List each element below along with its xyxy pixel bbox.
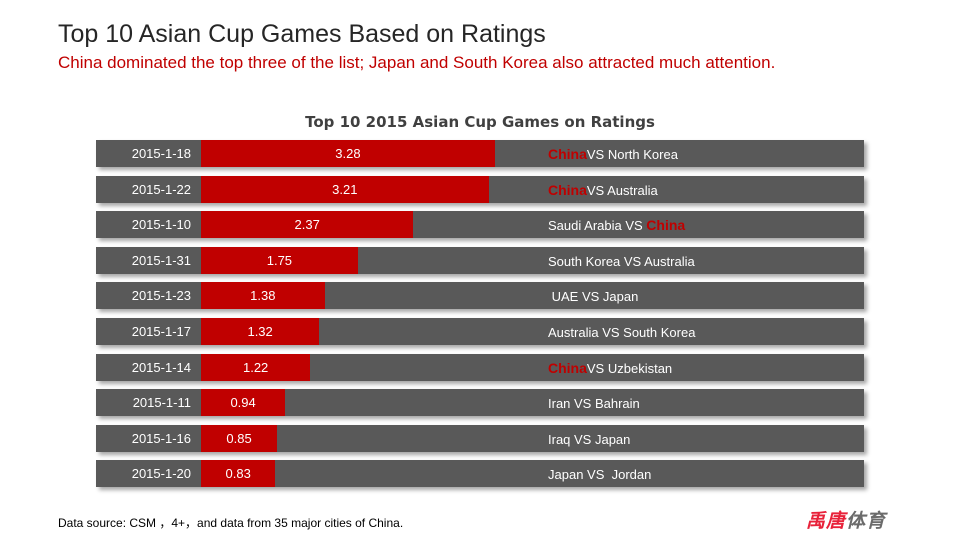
rating-value-label: 3.28 [335,146,361,161]
china-highlight: China [646,217,686,234]
china-highlight: China [548,181,587,198]
rating-value-label: 1.22 [242,359,269,375]
match-label: South Korea VS Australia [548,253,695,269]
rating-bar [201,318,320,345]
match-suffix: VS Uzbekistan [586,360,673,376]
chart-row: 2015-1-10 2.37 Saudi Arabia VS China [96,211,864,239]
rating-value-label: 1.32 [247,324,273,339]
match-label: UAE VS Japan [548,288,639,305]
page-title: Top 10 Asian Cup Games Based on Ratings [58,20,546,48]
china-highlight: China [548,146,587,162]
chart-row: 2015-1-31 1.75 South Korea VS Australia [96,246,864,274]
match-suffix: VS Australia [586,182,658,198]
chart-title: Top 10 2015 Asian Cup Games on Ratings [305,113,655,131]
rating-bar [201,424,278,452]
match-prefix: Iraq VS Japan [548,431,631,447]
rating-bar [201,353,311,381]
rating-bar [201,246,358,274]
rating-value-label: 3.21 [332,181,358,197]
date-label: 2015-1-23 [131,288,191,304]
match-prefix: Iran VS Bahrain [548,396,640,412]
date-label: 2015-1-11 [132,395,191,411]
chart-row: 2015-1-11 0.94 Iran VS Bahrain [96,389,864,417]
date-label: 2015-1-31 [131,252,191,268]
chart-row: 2015-1-14 1.22 ChinaVS Uzbekistan [96,353,864,381]
brand-logo: 禹唐体育 [806,506,886,533]
chart-row: 2015-1-17 1.32 Australia VS South Korea [96,318,864,345]
rating-value-label: 1.75 [266,252,293,268]
match-label: Saudi Arabia VS China [548,217,685,233]
match-label: Australia VS South Korea [548,324,695,340]
chart-row: 2015-1-18 3.28 ChinaVS North Korea [96,140,864,167]
match-label: Iraq VS Japan [548,431,630,447]
rating-bar [201,140,495,167]
date-label: 2015-1-14 [131,359,191,375]
rating-value-label: 0.85 [226,430,252,446]
date-label: 2015-1-18 [131,146,191,161]
match-label: Iran VS Bahrain [548,395,640,411]
match-label: ChinaVS North Korea [548,146,678,162]
rating-value-label: 0.94 [230,395,256,411]
rating-value-label: 1.38 [250,288,276,304]
rating-bar [201,175,489,203]
china-highlight: China [548,359,587,376]
match-suffix: VS North Korea [586,147,678,162]
rating-bar [201,282,325,310]
rating-value-label: 2.37 [294,217,320,233]
date-label: 2015-1-20 [131,466,191,482]
rating-bar [201,211,414,239]
logo-red-text: 禹唐 [806,511,847,532]
chart-row: 2015-1-22 3.21 ChinaVS Australia [96,175,864,203]
date-label: 2015-1-17 [131,324,191,339]
match-prefix: Japan VS Jordan [548,467,652,483]
date-label: 2015-1-22 [131,181,191,197]
chart-row: 2015-1-23 1.38 UAE VS Japan [96,282,864,310]
match-prefix: South Korea VS Australia [548,253,695,269]
chart-row: 2015-1-20 0.83 Japan VS Jordan [96,460,864,488]
data-source-note: Data source: CSM ，4+，and data from 35 ma… [58,516,404,530]
rating-bar [201,460,276,488]
match-label: Japan VS Jordan [548,466,651,482]
date-label: 2015-1-10 [131,217,191,233]
logo-grey-text: 体育 [846,511,887,532]
match-prefix: Saudi Arabia VS [548,218,647,234]
date-label: 2015-1-16 [131,430,191,446]
chart-row: 2015-1-16 0.85 Iraq VS Japan [96,424,864,452]
match-label: ChinaVS Uzbekistan [548,360,672,376]
match-label: ChinaVS Australia [548,182,658,198]
match-prefix: UAE VS Japan [548,289,639,305]
rating-value-label: 0.83 [225,466,251,482]
rating-bar [201,389,286,417]
page-subtitle: China dominated the top three of the lis… [58,53,776,72]
match-prefix: Australia VS South Korea [548,325,696,340]
